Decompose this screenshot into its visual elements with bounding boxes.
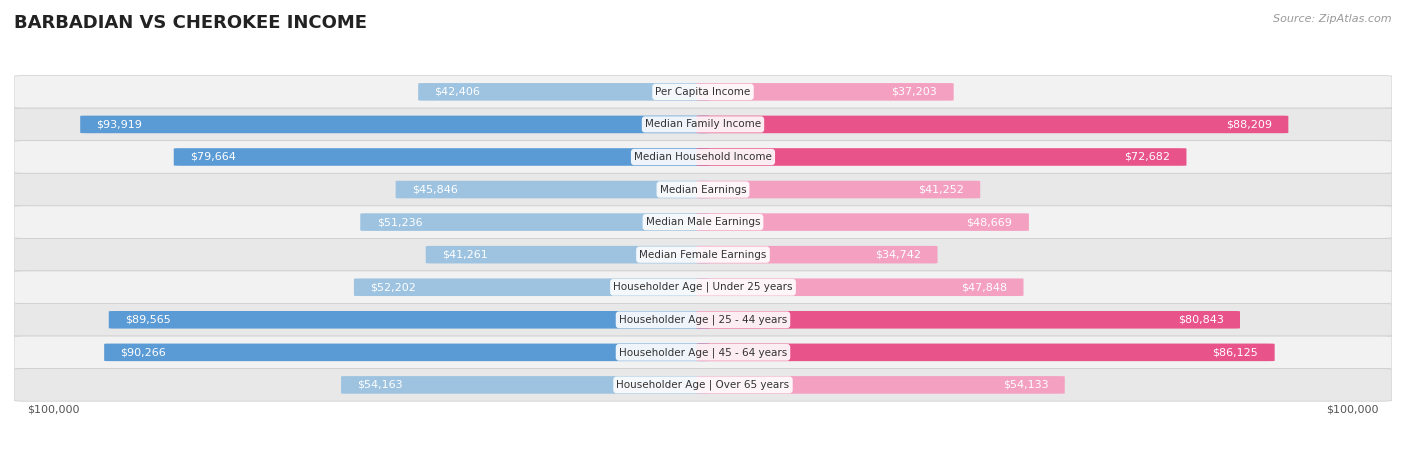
Text: Median Earnings: Median Earnings [659,184,747,195]
Text: $88,209: $88,209 [1226,120,1272,129]
Text: Householder Age | 25 - 44 years: Householder Age | 25 - 44 years [619,315,787,325]
Text: Median Female Earnings: Median Female Earnings [640,250,766,260]
FancyBboxPatch shape [696,246,938,263]
FancyBboxPatch shape [696,213,1029,231]
FancyBboxPatch shape [14,336,1392,368]
FancyBboxPatch shape [14,304,1392,336]
Text: $79,664: $79,664 [190,152,236,162]
FancyBboxPatch shape [14,141,1392,173]
FancyBboxPatch shape [395,181,710,198]
Text: $90,266: $90,266 [121,347,166,357]
FancyBboxPatch shape [104,344,710,361]
Text: $41,252: $41,252 [918,184,965,195]
Text: $86,125: $86,125 [1212,347,1258,357]
Text: $72,682: $72,682 [1123,152,1170,162]
FancyBboxPatch shape [14,238,1392,271]
Text: Householder Age | Under 25 years: Householder Age | Under 25 years [613,282,793,292]
FancyBboxPatch shape [696,376,1064,394]
Text: $47,848: $47,848 [960,282,1007,292]
Text: $52,202: $52,202 [370,282,416,292]
FancyBboxPatch shape [108,311,710,329]
Text: $93,919: $93,919 [97,120,142,129]
Text: $48,669: $48,669 [966,217,1012,227]
Text: $100,000: $100,000 [1326,404,1379,414]
Text: BARBADIAN VS CHEROKEE INCOME: BARBADIAN VS CHEROKEE INCOME [14,14,367,32]
FancyBboxPatch shape [696,83,953,101]
FancyBboxPatch shape [360,213,710,231]
FancyBboxPatch shape [14,206,1392,238]
FancyBboxPatch shape [14,368,1392,401]
Text: $54,133: $54,133 [1002,380,1049,390]
Text: $41,261: $41,261 [441,250,488,260]
FancyBboxPatch shape [354,278,710,296]
FancyBboxPatch shape [696,181,980,198]
FancyBboxPatch shape [418,83,710,101]
Text: Per Capita Income: Per Capita Income [655,87,751,97]
Text: $89,565: $89,565 [125,315,172,325]
Text: $80,843: $80,843 [1178,315,1223,325]
Text: $45,846: $45,846 [412,184,458,195]
Text: $54,163: $54,163 [357,380,404,390]
Text: $37,203: $37,203 [891,87,938,97]
Text: $51,236: $51,236 [377,217,422,227]
FancyBboxPatch shape [696,311,1240,329]
FancyBboxPatch shape [80,116,710,133]
Text: Source: ZipAtlas.com: Source: ZipAtlas.com [1274,14,1392,24]
Text: Median Male Earnings: Median Male Earnings [645,217,761,227]
FancyBboxPatch shape [14,108,1392,141]
Text: Householder Age | Over 65 years: Householder Age | Over 65 years [616,380,790,390]
FancyBboxPatch shape [14,271,1392,304]
Text: $34,742: $34,742 [875,250,921,260]
Text: $100,000: $100,000 [27,404,80,414]
FancyBboxPatch shape [696,278,1024,296]
FancyBboxPatch shape [174,148,710,166]
FancyBboxPatch shape [696,148,1187,166]
FancyBboxPatch shape [696,344,1275,361]
FancyBboxPatch shape [14,76,1392,108]
Text: Median Family Income: Median Family Income [645,120,761,129]
Text: $42,406: $42,406 [434,87,481,97]
FancyBboxPatch shape [14,173,1392,206]
Text: Householder Age | 45 - 64 years: Householder Age | 45 - 64 years [619,347,787,358]
FancyBboxPatch shape [426,246,710,263]
Text: Median Household Income: Median Household Income [634,152,772,162]
FancyBboxPatch shape [696,116,1288,133]
FancyBboxPatch shape [342,376,710,394]
